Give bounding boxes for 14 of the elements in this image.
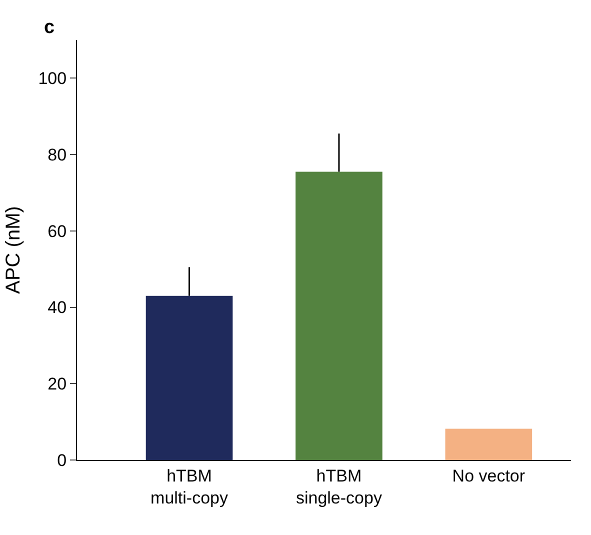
chart-title: c	[44, 17, 55, 38]
y-tick-label: 80	[48, 146, 67, 164]
x-tick-label: hTBM multi-copy	[150, 466, 228, 508]
bar	[445, 428, 532, 460]
x-tick-label: No vector	[452, 466, 526, 486]
y-axis-title: APC (nM)	[2, 206, 25, 294]
y-tick-label: 0	[57, 450, 67, 470]
y-tick-label: 100	[38, 69, 67, 88]
y-tick-label: 40	[48, 298, 67, 318]
bar	[296, 172, 382, 460]
x-tick-label: hTBM single-copy	[296, 466, 382, 508]
y-tick-label: 20	[48, 374, 67, 394]
bar	[146, 296, 233, 460]
y-tick-label: 60	[48, 222, 67, 241]
